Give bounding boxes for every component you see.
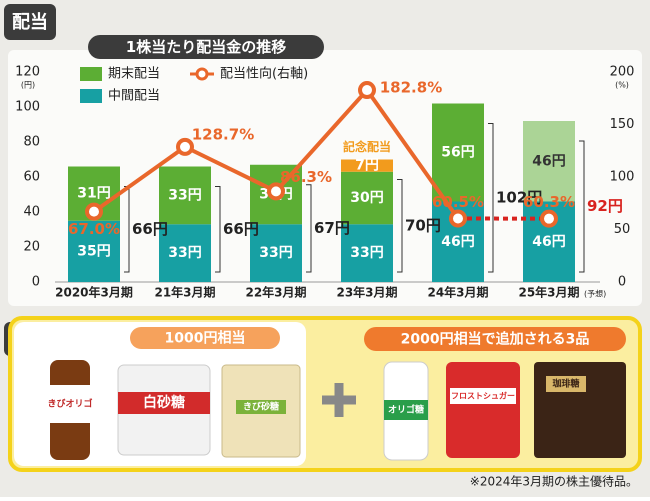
bar-value-label: 33円 bbox=[259, 245, 292, 261]
total-label: 66円 bbox=[223, 220, 259, 238]
product bbox=[446, 362, 520, 458]
product-name: フロストシュガー bbox=[451, 391, 515, 401]
line-value-label: 60.3% bbox=[523, 193, 575, 211]
y2-tick-label: 50 bbox=[614, 222, 631, 237]
product-name: 珈琲糖 bbox=[552, 378, 579, 390]
legend-marker bbox=[197, 69, 207, 79]
bar-value-label: 33円 bbox=[168, 245, 201, 261]
group-title: 2000円相当で追加される3品 bbox=[401, 331, 590, 348]
line-value-label: 60.5% bbox=[432, 193, 484, 211]
line-value-label: 86.3% bbox=[280, 168, 332, 186]
y-tick-label: 40 bbox=[23, 205, 40, 220]
line-marker bbox=[542, 212, 556, 226]
bar-value-label: 46円 bbox=[532, 234, 565, 250]
bar-value-label: 33円 bbox=[168, 187, 201, 203]
x-tick-label: 23年3月期 bbox=[336, 285, 397, 300]
x-tick-label: 22年3月期 bbox=[245, 285, 306, 300]
total-label: 92円 bbox=[587, 197, 623, 215]
y-tick-label: 120 bbox=[15, 65, 40, 80]
legend-label: 中間配当 bbox=[108, 89, 160, 104]
y-tick-label: 80 bbox=[23, 135, 40, 150]
line-marker bbox=[87, 205, 101, 219]
line-marker bbox=[269, 184, 283, 198]
footnote: ※2024年3月期の株主優待品。 bbox=[470, 474, 638, 489]
bar-value-label: 30円 bbox=[350, 190, 383, 206]
line-marker bbox=[360, 83, 374, 97]
section-label: 配当 bbox=[12, 11, 48, 33]
y2-tick-label: 150 bbox=[610, 117, 635, 132]
bar-value-label: 56円 bbox=[441, 145, 474, 161]
bar-value-label: 33円 bbox=[350, 245, 383, 261]
legend-swatch bbox=[80, 67, 102, 81]
y2-unit: (%) bbox=[615, 81, 629, 90]
y-tick-label: 100 bbox=[15, 100, 40, 115]
x-tick-label: 24年3月期 bbox=[427, 285, 488, 300]
y-tick-label: 60 bbox=[23, 170, 40, 185]
product-name: 白砂糖 bbox=[143, 394, 185, 411]
chart-title: 1株当たり配当金の推移 bbox=[126, 38, 286, 56]
bar-value-label: 31円 bbox=[77, 186, 110, 202]
total-label: 67円 bbox=[314, 219, 350, 237]
legend-swatch bbox=[80, 89, 102, 103]
category-note: (予想) bbox=[584, 289, 606, 299]
total-label: 66円 bbox=[132, 220, 168, 238]
line-value-label: 67.0% bbox=[68, 220, 120, 238]
bar-value-label: 35円 bbox=[77, 243, 110, 259]
line-marker bbox=[178, 140, 192, 154]
series-annotation: 記念配当 bbox=[343, 139, 391, 154]
group-title: 1000円相当 bbox=[165, 330, 246, 347]
product-name: きび砂糖 bbox=[243, 401, 279, 413]
x-tick-label: 21年3月期 bbox=[154, 285, 215, 300]
y2-tick-label: 0 bbox=[618, 275, 626, 290]
y-unit: (円) bbox=[21, 81, 35, 90]
x-tick-label: 25年3月期 bbox=[518, 285, 579, 300]
legend-label: 配当性向(右軸) bbox=[220, 66, 308, 82]
bar-value-label: 46円 bbox=[532, 153, 565, 169]
product-name: きびオリゴ bbox=[47, 398, 92, 410]
line-value-label: 182.8% bbox=[380, 79, 442, 97]
legend-label: 期末配当 bbox=[108, 67, 160, 82]
bar-value-label: 46円 bbox=[441, 234, 474, 250]
y2-tick-label: 100 bbox=[610, 170, 635, 185]
total-label: 70円 bbox=[405, 216, 441, 234]
y-tick-label: 0 bbox=[32, 275, 40, 290]
y-tick-label: 20 bbox=[23, 240, 40, 255]
x-tick-label: 2020年3月期 bbox=[55, 285, 133, 300]
y2-tick-label: 200 bbox=[610, 65, 635, 80]
line-marker bbox=[451, 211, 465, 225]
line-value-label: 128.7% bbox=[192, 125, 254, 143]
bar-value-label: 7円 bbox=[355, 158, 379, 174]
product-name: オリゴ糖 bbox=[388, 404, 424, 416]
